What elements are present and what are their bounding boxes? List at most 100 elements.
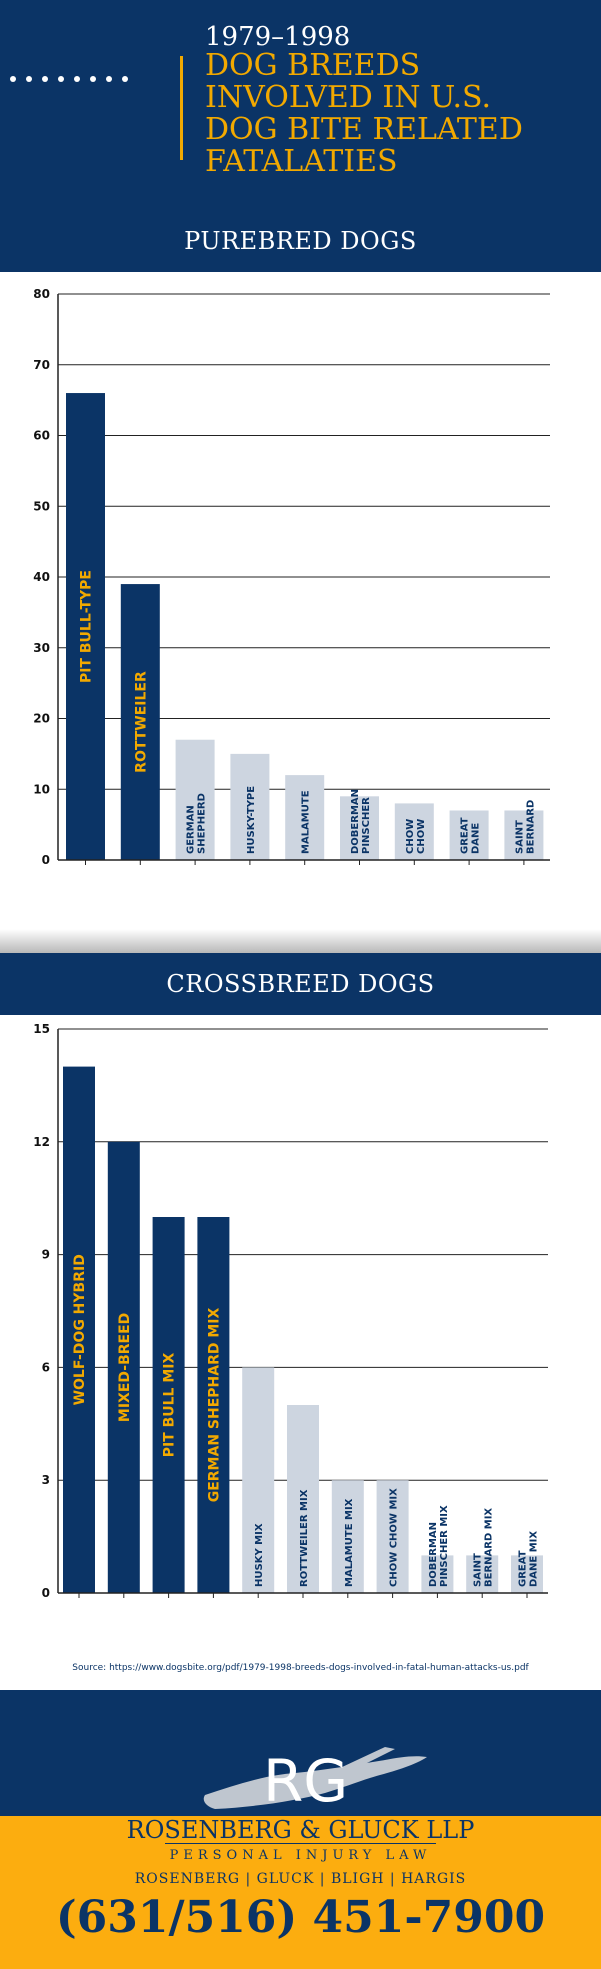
years-label: 1979–1998 — [205, 22, 351, 52]
y-tick-label: 10 — [33, 782, 50, 796]
y-tick-label: 40 — [33, 570, 50, 584]
bar-label: SAINT BERNARD — [514, 800, 536, 854]
y-tick-label: 9 — [42, 1248, 50, 1262]
bar — [287, 1405, 319, 1593]
bar-label-text: BERNARD — [525, 800, 536, 854]
bar-label-text: PINSCHER MIX — [439, 1505, 450, 1587]
y-tick-label: 60 — [33, 429, 50, 443]
bar-label: HUSKY MIX — [254, 1523, 265, 1587]
bar — [394, 803, 434, 860]
bar — [376, 1480, 409, 1593]
bar-label: GERMAN SHEPHARD MIX — [206, 1308, 222, 1503]
crossbreed-chart: 0 3 6 9 12 15 WOLF-DOG HYBRID MIXED-BREED PIT BU… — [33, 1022, 548, 1600]
bar — [197, 1217, 230, 1593]
y-tick-label: 3 — [42, 1473, 50, 1487]
purebred-section-title: PUREBRED DOGS — [0, 210, 601, 272]
bar-label: ROTTWEILER — [133, 671, 149, 773]
bar-label-text: MIXED-BREED — [117, 1313, 133, 1422]
bar-label-text: GERMAN — [186, 805, 197, 854]
y-tick-label: 20 — [33, 712, 50, 726]
y-tick-label: 80 — [33, 287, 50, 301]
bar-label: CHOW CHOW — [405, 819, 427, 854]
bar-label-text: PINSCHER — [361, 797, 372, 854]
bar-label-text: DANE — [471, 823, 482, 854]
bar-label: SAINT BERNARD MIX — [473, 1508, 495, 1587]
bar-label-text: BERNARD MIX — [484, 1508, 495, 1587]
bar-label-text: DOBERMAN — [428, 1522, 439, 1587]
header-divider — [180, 56, 183, 160]
bar-label-text: SAINT — [514, 820, 525, 854]
bar-label-text: CHOW — [416, 819, 427, 854]
bar-label-text: MALAMUTE — [301, 790, 312, 854]
title-line: FATALATIES — [205, 144, 398, 179]
page-title: DOG BREEDS INVOLVED IN U.S. DOG BITE REL… — [205, 50, 585, 178]
bar-label: MALAMUTE MIX — [344, 1498, 355, 1587]
bar-label: GREAT DANE — [460, 817, 482, 854]
bar — [340, 796, 379, 860]
y-tick-label: 50 — [33, 499, 50, 513]
bar-label-text: CHOW CHOW MIX — [389, 1488, 400, 1587]
y-tick-label: 30 — [33, 641, 50, 655]
title-line: DOG BREEDS — [205, 48, 421, 83]
bar-label-text: WOLF-DOG HYBRID — [72, 1254, 88, 1405]
title-line: INVOLVED IN U.S. — [205, 80, 492, 115]
bar-label-text: GREAT — [460, 817, 471, 854]
bar-label: GREAT DANE MIX — [518, 1531, 540, 1587]
bar-label-text: PIT BULL-TYPE — [79, 570, 95, 683]
y-tick-label: 0 — [42, 853, 50, 867]
title-line: DOG BITE RELATED — [205, 112, 523, 147]
decorative-dots — [10, 76, 128, 82]
bar — [66, 393, 105, 860]
bar — [466, 1555, 499, 1593]
bar-label: MIXED-BREED — [117, 1313, 133, 1422]
tagline-rule — [165, 1843, 436, 1844]
bar — [421, 1555, 454, 1593]
bar-label-text: CHOW — [405, 819, 416, 854]
bar-label-text: DOBERMAN — [350, 789, 361, 854]
bar-label-text: MALAMUTE MIX — [344, 1498, 355, 1587]
bar-label-text: GERMAN SHEPHARD MIX — [206, 1308, 222, 1503]
bar-label: PIT BULL MIX — [162, 1353, 178, 1458]
bar-label: DOBERMAN PINSCHER MIX — [428, 1505, 450, 1587]
bar-label: DOBERMAN PINSCHER — [350, 789, 372, 854]
y-tick-label: 0 — [42, 1586, 50, 1600]
bar — [107, 1141, 140, 1593]
firm-tagline: PERSONAL INJURY LAW — [169, 1848, 432, 1863]
bar-label: MALAMUTE — [301, 790, 312, 854]
bar-label-text: ROTTWEILER MIX — [299, 1489, 310, 1587]
bar-label-text: PIT BULL MIX — [162, 1353, 178, 1458]
y-tick-label: 6 — [42, 1360, 50, 1374]
bar-label: HUSKY-TYPE — [246, 786, 257, 854]
bar-label-text: HUSKY-TYPE — [246, 786, 257, 854]
firm-name: ROSENBERG & GLUCK LLP — [126, 1816, 475, 1844]
bar — [152, 1217, 185, 1593]
bar-label: GERMAN SHEPHERD — [186, 793, 208, 854]
purebred-chart: 0 10 20 30 40 50 60 70 80 PIT BULL-TYPE ROTTWEILER… — [33, 287, 550, 867]
bar-label: ROTTWEILER MIX — [299, 1489, 310, 1587]
footer-contact-area — [0, 1816, 601, 1969]
bar — [331, 1480, 364, 1593]
bar — [63, 1066, 95, 1593]
crossbreed-section-title: CROSSBREED DOGS — [0, 953, 601, 1015]
y-tick-label: 70 — [33, 358, 50, 372]
bar — [242, 1367, 275, 1593]
logo-letters: RG — [263, 1747, 348, 1815]
bar-label-text: SAINT — [473, 1553, 484, 1587]
bar-label-text: ROTTWEILER — [133, 671, 149, 773]
bar — [511, 1555, 543, 1593]
bar-label: PIT BULL-TYPE — [79, 570, 95, 683]
bar-label-text: DANE MIX — [529, 1531, 540, 1587]
phone-number[interactable]: (631/516) 451-7900 — [55, 1892, 546, 1943]
source-note: Source: https://www.dogsbite.org/pdf/197… — [72, 1663, 529, 1673]
bar-label: CHOW CHOW MIX — [389, 1488, 400, 1587]
header-banner — [0, 0, 601, 210]
y-tick-label: 15 — [33, 1022, 50, 1036]
bar — [120, 584, 160, 860]
y-tick-label: 12 — [33, 1135, 50, 1149]
bar-label: WOLF-DOG HYBRID — [72, 1254, 88, 1405]
bar — [175, 739, 215, 860]
section-shadow — [0, 929, 601, 953]
bar — [230, 753, 270, 860]
bar-label-text: GREAT — [518, 1550, 529, 1587]
bar — [285, 775, 325, 860]
